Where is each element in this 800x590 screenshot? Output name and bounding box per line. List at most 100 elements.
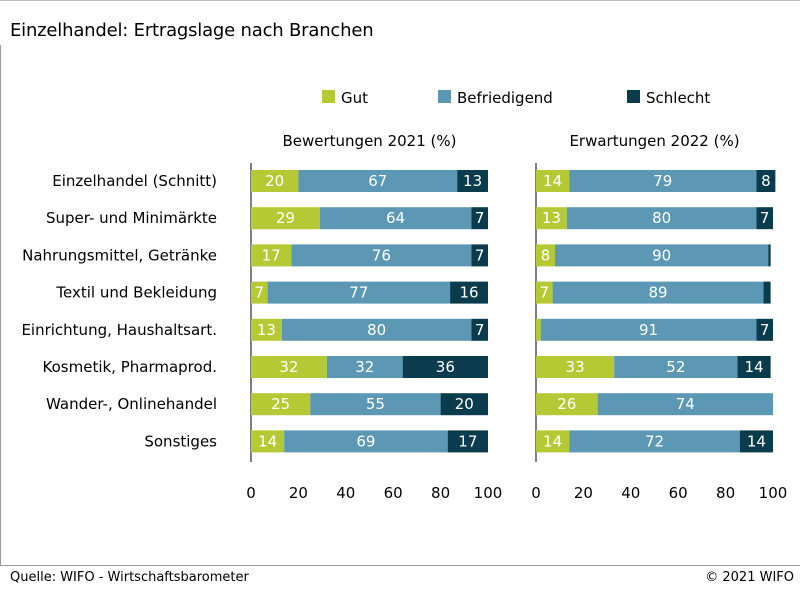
bar-1-6-befriedigend bbox=[597, 393, 773, 416]
bar-0-2-gut bbox=[251, 244, 292, 267]
legend-label-schlecht: Schlecht bbox=[646, 89, 710, 107]
data-label-1-2-1: 90 bbox=[652, 246, 671, 264]
bar-1-3-befriedigend bbox=[552, 281, 764, 304]
bar-0-4-schlecht bbox=[471, 318, 488, 341]
legend-swatch-befriedigend bbox=[438, 90, 451, 103]
data-label-1-0-0: 14 bbox=[543, 172, 562, 190]
data-label-1-7-2: 14 bbox=[747, 432, 766, 450]
bar-1-1-gut bbox=[536, 207, 567, 230]
bar-1-5-gut bbox=[536, 356, 615, 378]
bar-0-3-schlecht bbox=[450, 281, 488, 304]
bar-0-5-gut bbox=[251, 356, 327, 378]
bar-1-6-gut bbox=[536, 393, 598, 416]
bar-0-6-schlecht bbox=[440, 393, 488, 416]
x-tick-1-0: 0 bbox=[531, 484, 541, 502]
data-label-1-4-2: 7 bbox=[760, 321, 770, 339]
bar-0-6-befriedigend bbox=[310, 393, 441, 416]
legend-swatch-schlecht bbox=[627, 90, 640, 103]
bar-1-1-befriedigend bbox=[566, 207, 757, 230]
bar-1-5-schlecht bbox=[737, 356, 771, 378]
data-label-1-1-1: 80 bbox=[652, 209, 671, 227]
bar-0-1-befriedigend bbox=[319, 207, 472, 230]
bar-1-0-schlecht bbox=[756, 170, 776, 192]
bar-0-1-schlecht bbox=[471, 207, 488, 230]
data-label-0-6-1: 55 bbox=[366, 395, 385, 413]
data-label-1-7-1: 72 bbox=[645, 432, 664, 450]
x-tick-0-40: 40 bbox=[336, 484, 355, 502]
data-label-1-7-0: 14 bbox=[543, 432, 562, 450]
data-label-0-0-0: 20 bbox=[265, 172, 284, 190]
bar-0-5-schlecht bbox=[402, 356, 488, 378]
bar-0-0-gut bbox=[251, 170, 299, 192]
bar-0-6-gut bbox=[251, 393, 311, 416]
data-label-0-1-1: 64 bbox=[386, 209, 405, 227]
data-label-1-3-0: 7 bbox=[540, 284, 550, 302]
bar-1-2-schlecht bbox=[768, 244, 771, 267]
category-label-7: Sonstiges bbox=[144, 432, 217, 450]
bar-1-4-gut bbox=[536, 318, 541, 341]
x-tick-0-100: 100 bbox=[474, 484, 503, 502]
x-tick-0-80: 80 bbox=[431, 484, 450, 502]
bar-1-7-gut bbox=[536, 430, 570, 453]
data-label-0-5-1: 32 bbox=[355, 358, 374, 376]
data-label-1-0-2: 8 bbox=[761, 172, 771, 190]
bar-1-7-befriedigend bbox=[569, 430, 740, 453]
panel-title-1: Erwartungen 2022 (%) bbox=[569, 132, 739, 150]
bar-0-2-schlecht bbox=[471, 244, 488, 267]
category-label-3: Textil und Bekleidung bbox=[55, 284, 217, 302]
x-tick-1-60: 60 bbox=[669, 484, 688, 502]
data-label-1-5-0: 33 bbox=[566, 358, 585, 376]
data-label-0-7-2: 17 bbox=[458, 432, 477, 450]
data-label-1-1-2: 7 bbox=[760, 209, 770, 227]
data-label-1-3-1: 89 bbox=[649, 284, 668, 302]
data-label-0-4-1: 80 bbox=[367, 321, 386, 339]
data-label-0-4-0: 13 bbox=[257, 321, 276, 339]
x-tick-0-60: 60 bbox=[384, 484, 403, 502]
category-label-2: Nahrungsmittel, Getränke bbox=[22, 246, 217, 264]
data-label-0-2-1: 76 bbox=[372, 246, 391, 264]
bar-0-3-befriedigend bbox=[267, 281, 451, 304]
bar-1-1-schlecht bbox=[756, 207, 773, 230]
data-label-0-1-2: 7 bbox=[475, 209, 485, 227]
bar-1-4-befriedigend bbox=[540, 318, 757, 341]
x-tick-1-80: 80 bbox=[716, 484, 735, 502]
x-tick-1-40: 40 bbox=[621, 484, 640, 502]
data-label-1-1-0: 13 bbox=[542, 209, 561, 227]
data-label-0-1-0: 29 bbox=[276, 209, 295, 227]
source-note: Quelle: WIFO - Wirtschaftsbarometer bbox=[10, 570, 249, 585]
bar-1-4-schlecht bbox=[756, 318, 773, 341]
bar-0-0-schlecht bbox=[457, 170, 488, 192]
category-label-6: Wander-, Onlinehandel bbox=[46, 395, 217, 413]
bar-1-0-befriedigend bbox=[569, 170, 757, 192]
copyright-note: © 2021 WIFO bbox=[705, 570, 794, 585]
data-label-1-4-1: 91 bbox=[639, 321, 658, 339]
bar-0-4-gut bbox=[251, 318, 282, 341]
stacked-bar-chart: Gut Befriedigend Schlecht Einzelhandel (Sch… bbox=[21, 89, 788, 502]
data-label-0-3-0: 7 bbox=[255, 284, 265, 302]
data-label-0-2-2: 7 bbox=[475, 246, 485, 264]
x-tick-0-20: 20 bbox=[289, 484, 308, 502]
bar-0-3-gut bbox=[251, 281, 268, 304]
bar-0-2-befriedigend bbox=[291, 244, 472, 267]
top-border bbox=[0, 0, 800, 1]
bottom-divider bbox=[0, 565, 800, 566]
bar-1-2-gut bbox=[536, 244, 555, 267]
data-label-0-6-2: 20 bbox=[455, 395, 474, 413]
bar-1-3-gut bbox=[536, 281, 553, 304]
data-label-0-3-1: 77 bbox=[349, 284, 368, 302]
x-tick-1-100: 100 bbox=[759, 484, 788, 502]
bar-1-3-schlecht bbox=[763, 281, 771, 304]
bar-0-0-befriedigend bbox=[298, 170, 458, 192]
legend-swatch-gut bbox=[322, 90, 335, 103]
data-label-0-0-1: 67 bbox=[368, 172, 387, 190]
bar-0-5-befriedigend bbox=[326, 356, 403, 378]
category-label-5: Kosmetik, Pharmaprod. bbox=[43, 358, 217, 376]
data-label-0-5-0: 32 bbox=[279, 358, 298, 376]
data-label-1-5-2: 14 bbox=[744, 358, 763, 376]
bar-0-4-befriedigend bbox=[281, 318, 472, 341]
x-tick-1-20: 20 bbox=[574, 484, 593, 502]
bar-0-7-schlecht bbox=[447, 430, 488, 453]
data-label-0-5-2: 36 bbox=[436, 358, 455, 376]
chart-title: Einzelhandel: Ertragslage nach Branchen bbox=[10, 20, 374, 41]
panel-title-0: Bewertungen 2021 (%) bbox=[282, 132, 456, 150]
